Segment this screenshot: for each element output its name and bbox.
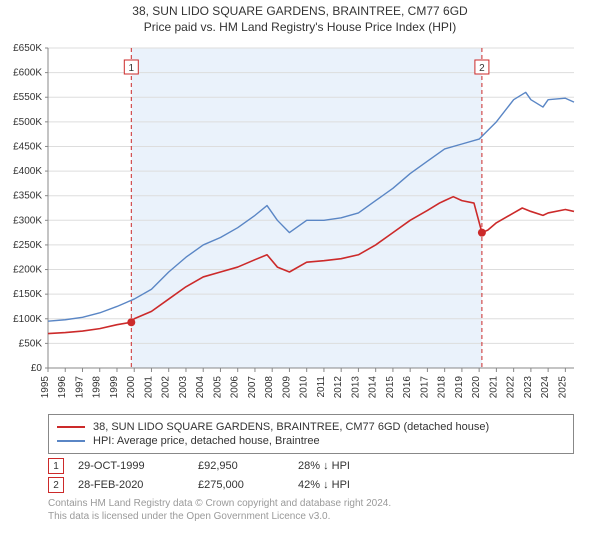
sale-delta: 42% ↓ HPI — [298, 479, 418, 491]
svg-text:1997: 1997 — [74, 376, 85, 399]
svg-text:£300K: £300K — [13, 215, 42, 226]
svg-text:2022: 2022 — [506, 376, 517, 399]
sale-row: 2 28-FEB-2020£275,00042% ↓ HPI — [48, 477, 574, 493]
sales-table: 1 29-OCT-1999£92,95028% ↓ HPI 2 28-FEB-2020… — [48, 458, 574, 493]
svg-text:1996: 1996 — [57, 376, 68, 399]
svg-text:2010: 2010 — [299, 376, 310, 399]
svg-text:2004: 2004 — [195, 376, 206, 399]
svg-text:2015: 2015 — [385, 376, 396, 399]
sale-row: 1 29-OCT-1999£92,95028% ↓ HPI — [48, 458, 574, 474]
svg-text:£50K: £50K — [19, 338, 43, 349]
svg-text:2011: 2011 — [316, 376, 327, 398]
svg-text:1998: 1998 — [92, 376, 103, 399]
svg-text:2023: 2023 — [523, 376, 534, 399]
attribution: Contains HM Land Registry data © Crown c… — [48, 497, 574, 523]
svg-text:£100K: £100K — [13, 314, 42, 325]
svg-text:2008: 2008 — [264, 376, 275, 399]
svg-text:2019: 2019 — [454, 376, 465, 399]
svg-text:2016: 2016 — [402, 376, 413, 399]
svg-text:2020: 2020 — [471, 376, 482, 399]
svg-text:2021: 2021 — [488, 376, 499, 399]
svg-text:£0: £0 — [31, 363, 43, 374]
svg-text:2025: 2025 — [557, 376, 568, 399]
legend-label: HPI: Average price, detached house, Brai… — [93, 435, 320, 447]
svg-text:2014: 2014 — [368, 376, 379, 399]
svg-text:2003: 2003 — [178, 376, 189, 399]
svg-text:2: 2 — [479, 63, 485, 74]
chart-area: £0 £50K £100K £150K £200K £250K £300K £350K £400… — [0, 38, 600, 408]
svg-text:£350K: £350K — [13, 191, 42, 202]
sale-marker: 1 — [48, 458, 64, 474]
legend: 38, SUN LIDO SQUARE GARDENS, BRAINTREE, … — [48, 414, 574, 454]
sale-marker: 2 — [48, 477, 64, 493]
titles-block: 38, SUN LIDO SQUARE GARDENS, BRAINTREE, … — [0, 4, 600, 34]
svg-text:1995: 1995 — [40, 376, 51, 399]
svg-text:2009: 2009 — [281, 376, 292, 399]
svg-text:£250K: £250K — [13, 240, 42, 251]
svg-text:2012: 2012 — [333, 376, 344, 399]
svg-text:£150K: £150K — [13, 289, 42, 300]
legend-label: 38, SUN LIDO SQUARE GARDENS, BRAINTREE, … — [93, 421, 489, 433]
sale-price: £275,000 — [198, 479, 298, 491]
svg-text:1: 1 — [129, 63, 135, 74]
sale-price: £92,950 — [198, 460, 298, 472]
svg-text:£650K: £650K — [13, 43, 42, 54]
svg-text:1999: 1999 — [109, 376, 120, 399]
svg-text:2024: 2024 — [540, 376, 551, 399]
legend-item: 38, SUN LIDO SQUARE GARDENS, BRAINTREE, … — [57, 421, 565, 433]
svg-text:2002: 2002 — [161, 376, 172, 399]
svg-text:2018: 2018 — [437, 376, 448, 399]
svg-text:£450K: £450K — [13, 141, 42, 152]
svg-text:£600K: £600K — [13, 68, 42, 79]
svg-text:2006: 2006 — [230, 376, 241, 399]
sale-date: 28-FEB-2020 — [78, 479, 198, 491]
legend-item: HPI: Average price, detached house, Brai… — [57, 435, 565, 447]
line-chart: £0 £50K £100K £150K £200K £250K £300K £350K £400… — [0, 38, 600, 408]
attribution-line2: This data is licensed under the Open Gov… — [48, 510, 574, 523]
svg-text:2005: 2005 — [212, 376, 223, 399]
svg-text:£500K: £500K — [13, 117, 42, 128]
sale-date: 29-OCT-1999 — [78, 460, 198, 472]
svg-text:2007: 2007 — [247, 376, 258, 399]
svg-text:£200K: £200K — [13, 265, 42, 276]
chart-subtitle: Price paid vs. HM Land Registry's House … — [0, 20, 600, 34]
legend-swatch — [57, 426, 85, 428]
svg-text:2000: 2000 — [126, 376, 137, 399]
attribution-line1: Contains HM Land Registry data © Crown c… — [48, 497, 574, 510]
svg-text:2017: 2017 — [419, 376, 430, 399]
sale-delta: 28% ↓ HPI — [298, 460, 418, 472]
svg-text:2001: 2001 — [143, 376, 154, 399]
chart-title: 38, SUN LIDO SQUARE GARDENS, BRAINTREE, … — [0, 4, 600, 18]
legend-swatch — [57, 440, 85, 442]
svg-text:2013: 2013 — [350, 376, 361, 399]
svg-text:£550K: £550K — [13, 92, 42, 103]
svg-text:£400K: £400K — [13, 166, 42, 177]
